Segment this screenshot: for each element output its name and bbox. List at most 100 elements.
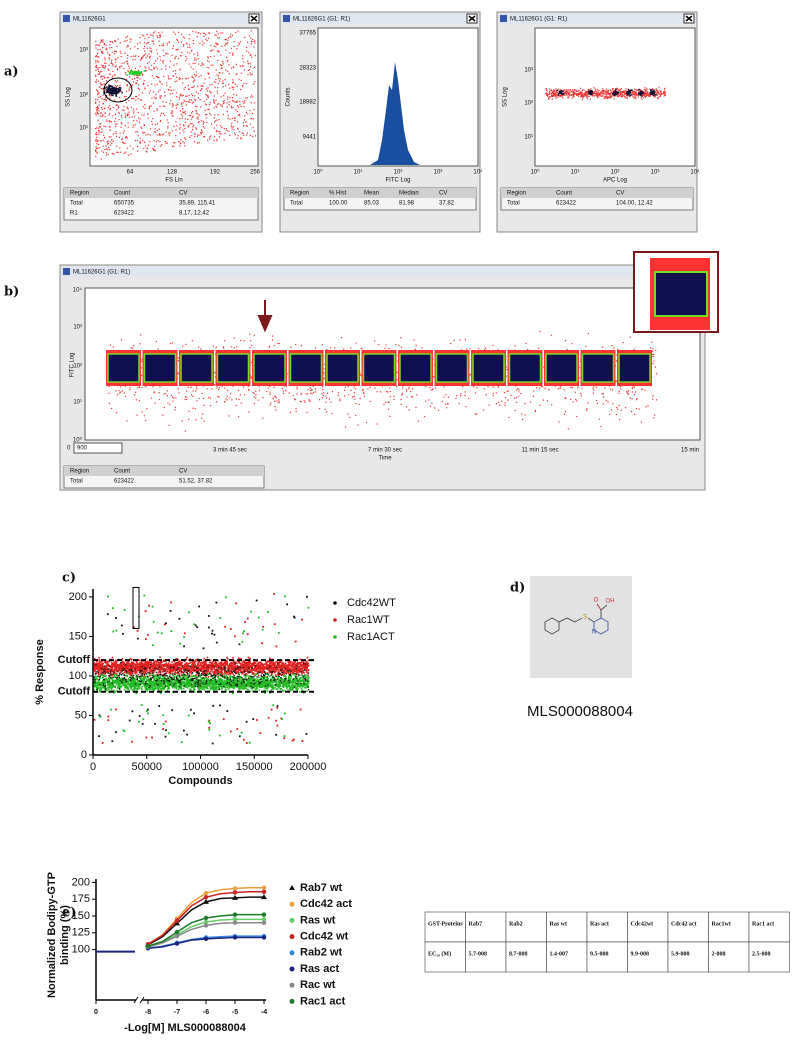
event — [107, 153, 110, 155]
event — [153, 391, 155, 393]
event — [218, 396, 220, 398]
event — [460, 349, 462, 351]
event — [184, 145, 186, 147]
event — [239, 394, 241, 396]
event — [157, 140, 159, 142]
event — [98, 127, 100, 129]
panel-label: c) — [62, 571, 76, 586]
event — [146, 42, 148, 44]
event — [580, 95, 582, 98]
event — [214, 120, 217, 122]
event — [96, 99, 98, 101]
event — [400, 337, 402, 339]
event — [96, 79, 98, 81]
event — [249, 134, 251, 136]
event — [363, 395, 366, 397]
event — [171, 54, 173, 56]
event — [98, 143, 100, 146]
event — [105, 125, 107, 128]
event — [153, 140, 155, 142]
response-cloud — [303, 671, 305, 674]
response-cloud — [240, 657, 242, 660]
cluster-core — [581, 353, 615, 383]
event — [651, 89, 653, 91]
event — [619, 388, 622, 390]
table-cell: Total — [70, 201, 83, 207]
event — [579, 91, 581, 93]
event — [198, 346, 200, 348]
response-cloud — [162, 665, 165, 668]
event — [105, 49, 107, 51]
event — [157, 76, 159, 79]
event — [548, 93, 550, 96]
response-cloud — [253, 663, 256, 665]
event — [595, 95, 597, 97]
event — [183, 45, 185, 47]
event — [126, 60, 129, 62]
event — [235, 101, 237, 103]
event — [102, 39, 104, 41]
event — [100, 83, 102, 85]
event — [129, 73, 131, 75]
event — [234, 132, 236, 134]
event — [643, 90, 645, 93]
event — [663, 93, 665, 95]
event — [617, 348, 619, 351]
panel-label: e) — [62, 906, 76, 921]
event — [618, 404, 620, 407]
event — [159, 35, 162, 38]
event — [100, 70, 102, 72]
event — [136, 120, 138, 122]
event — [240, 402, 242, 404]
event — [126, 62, 129, 65]
event — [376, 423, 378, 425]
event — [143, 54, 146, 56]
event — [246, 46, 248, 48]
event — [607, 92, 609, 94]
event — [160, 95, 162, 97]
event — [134, 58, 136, 61]
event — [213, 99, 215, 101]
event — [205, 104, 207, 106]
event — [408, 409, 410, 411]
event — [653, 95, 655, 98]
event — [570, 94, 572, 97]
event — [112, 92, 115, 95]
event — [644, 93, 646, 96]
event — [214, 383, 216, 386]
event — [124, 113, 126, 115]
event — [446, 407, 448, 409]
event — [572, 94, 574, 96]
event — [97, 44, 100, 46]
event — [572, 93, 574, 95]
event — [230, 105, 232, 107]
event — [339, 400, 341, 402]
event — [106, 48, 108, 50]
event — [105, 154, 108, 156]
event — [601, 95, 603, 97]
event — [625, 391, 628, 393]
event — [579, 87, 582, 89]
event — [227, 37, 230, 39]
event — [331, 412, 333, 415]
event — [459, 395, 462, 397]
event — [249, 347, 251, 349]
event — [159, 89, 161, 91]
event — [634, 94, 636, 96]
event — [653, 94, 655, 96]
event — [180, 139, 182, 141]
event — [176, 38, 178, 41]
event — [237, 30, 239, 32]
event — [141, 74, 144, 76]
event — [595, 92, 597, 94]
event — [249, 333, 251, 335]
event — [443, 386, 445, 388]
event — [208, 67, 210, 69]
event — [177, 388, 179, 390]
event — [560, 89, 562, 91]
event — [179, 110, 182, 112]
event — [139, 386, 141, 389]
event — [131, 72, 133, 75]
event — [200, 89, 202, 92]
event — [552, 94, 554, 97]
